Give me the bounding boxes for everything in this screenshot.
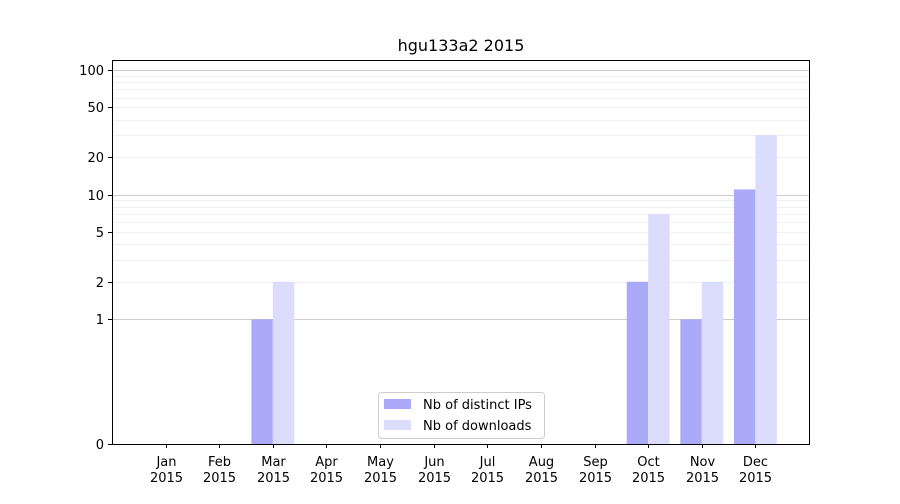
x-tick-label-month: Sep: [583, 455, 608, 470]
x-tick-label-month: Jun: [423, 455, 444, 470]
x-tick-label-month: Jan: [155, 455, 176, 470]
x-tick-label-year: 2015: [525, 471, 558, 486]
x-tick-label-month: Mar: [261, 455, 286, 470]
x-tick-label-year: 2015: [471, 471, 504, 486]
legend-swatch: [384, 399, 411, 409]
x-tick-label-year: 2015: [686, 471, 719, 486]
bar-distinct-ips-oct: [626, 281, 649, 444]
x-tick-label-year: 2015: [203, 471, 236, 486]
x-tick-label-month: Aug: [529, 455, 554, 470]
y-axis: 0 1 2 5 10 20 50 100: [79, 64, 112, 453]
legend-label: Nb of distinct IPs: [423, 398, 532, 413]
x-tick-label-year: 2015: [418, 471, 451, 486]
x-tick-label-year: 2015: [364, 471, 397, 486]
plot-frame: [112, 60, 810, 445]
y-tick-label: 2: [96, 276, 104, 291]
bars: [251, 135, 777, 445]
bar-downloads-nov: [701, 281, 724, 444]
y-tick-label: 0: [96, 438, 104, 453]
x-tick-label-month: Dec: [743, 455, 768, 470]
y-tick-label: 20: [87, 151, 104, 166]
x-tick-label-year: 2015: [579, 471, 612, 486]
bar-downloads-mar: [272, 281, 295, 444]
legend-swatch: [384, 420, 411, 430]
x-tick-label-month: May: [367, 455, 394, 470]
x-tick-label-year: 2015: [739, 471, 772, 486]
x-tick-label-month: Nov: [690, 455, 716, 470]
x-tick-label-year: 2015: [632, 471, 665, 486]
x-tick-label-year: 2015: [150, 471, 183, 486]
x-axis: Jan2015Feb2015Mar2015Apr2015May2015Jun20…: [150, 444, 772, 486]
bar-downloads-oct: [648, 213, 670, 444]
x-tick-label-year: 2015: [257, 471, 290, 486]
legend-box: [378, 392, 545, 439]
y-tick-label: 50: [87, 101, 104, 116]
y-tick-label: 10: [87, 189, 104, 204]
y-tick-label: 5: [96, 226, 104, 241]
x-tick-label-month: Oct: [637, 455, 659, 470]
bar-distinct-ips-mar: [251, 319, 273, 444]
y-tick-label: 100: [79, 64, 104, 79]
x-tick-label-month: Apr: [315, 455, 338, 470]
bar-distinct-ips-nov: [680, 319, 702, 444]
legend-label: Nb of downloads: [423, 419, 532, 434]
bar-distinct-ips-dec: [733, 189, 756, 444]
chart-title: hgu133a2 2015: [398, 36, 525, 55]
x-tick-label-year: 2015: [310, 471, 343, 486]
x-tick-label-month: Jul: [479, 455, 496, 470]
y-tick-label: 1: [96, 313, 104, 328]
x-tick-label-month: Feb: [208, 455, 231, 470]
bar-downloads-dec: [755, 135, 777, 445]
legend: Nb of distinct IPs Nb of downloads: [378, 392, 545, 439]
